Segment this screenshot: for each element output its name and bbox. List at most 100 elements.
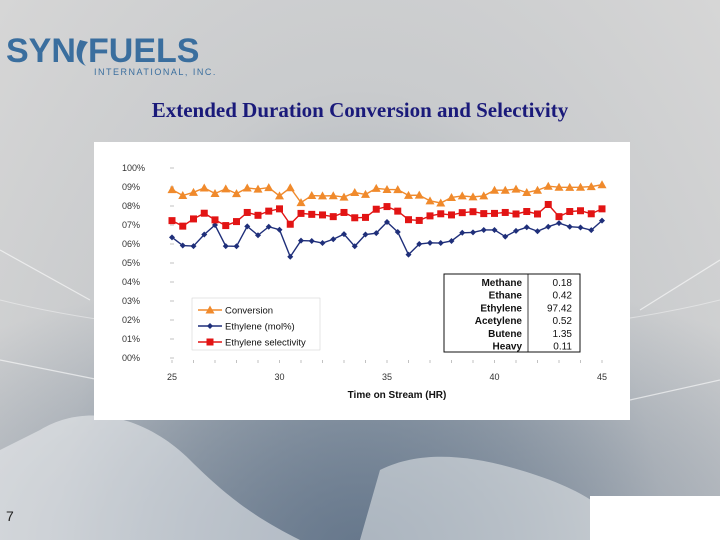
- series-triangle: [167, 180, 607, 207]
- data-point-triangle: [436, 198, 446, 207]
- data-point-diamond: [190, 243, 197, 250]
- data-point-square: [297, 209, 305, 217]
- data-point-square: [200, 209, 208, 217]
- data-point-diamond: [212, 222, 218, 228]
- data-point-triangle: [447, 192, 456, 201]
- data-point-diamond: [588, 227, 595, 234]
- table-cell-name: Ethylene: [480, 303, 522, 314]
- data-point-square: [566, 208, 574, 216]
- y-tick-label: 100%: [122, 163, 145, 173]
- data-point-triangle: [275, 191, 284, 200]
- data-point-square: [437, 210, 445, 218]
- table-frame: [443, 273, 581, 353]
- data-point-diamond: [351, 243, 358, 250]
- x-tick-label: 30: [274, 372, 284, 382]
- table-cell-name: Methane: [481, 278, 522, 289]
- series-diamond: [169, 217, 605, 260]
- data-point-diamond: [437, 240, 444, 247]
- data-point-diamond: [556, 220, 562, 227]
- data-point-square: [329, 213, 337, 221]
- data-point-triangle: [371, 183, 381, 192]
- data-point-triangle: [253, 184, 263, 193]
- data-point-square: [555, 213, 563, 221]
- data-point-diamond: [384, 218, 390, 225]
- data-point-square: [243, 208, 251, 216]
- x-tick-label: 45: [597, 372, 607, 382]
- data-point-diamond: [513, 227, 519, 234]
- data-point-triangle: [232, 189, 241, 198]
- line-chart: 00% 01% 02% 03% 04% 05% 06% 07% 08% 09% 100% 25 30 35…: [122, 163, 607, 401]
- y-tick-label: 04%: [122, 277, 140, 287]
- data-point-diamond: [459, 229, 466, 236]
- data-point-triangle: [264, 183, 274, 192]
- data-point-triangle: [167, 185, 177, 194]
- data-point-triangle: [490, 185, 499, 194]
- data-point-square: [286, 220, 294, 228]
- data-point-triangle: [189, 187, 198, 196]
- data-point-square: [426, 212, 434, 220]
- data-point-triangle: [511, 184, 521, 193]
- data-point-square: [587, 210, 595, 218]
- data-point-diamond: [298, 237, 304, 244]
- data-point-square: [544, 200, 552, 208]
- legend-label: Ethylene selectivity: [225, 338, 306, 349]
- data-point-diamond: [233, 243, 240, 250]
- data-point-square: [480, 210, 488, 218]
- data-point-triangle: [221, 184, 231, 193]
- data-point-diamond: [448, 237, 455, 244]
- data-point-square: [512, 210, 520, 218]
- table-cell-name: Ethane: [489, 291, 523, 302]
- legend: Conversion Ethylene (mol%) Ethylene select…: [191, 297, 321, 351]
- data-point-diamond: [427, 239, 433, 246]
- data-point-square: [415, 216, 423, 224]
- data-point-triangle: [339, 192, 349, 201]
- series-line: [171, 220, 603, 259]
- composition-table: Methane 0.18 Ethane 0.42 Ethylene 97.42 Acetyl…: [443, 273, 581, 353]
- data-point-diamond: [222, 243, 229, 250]
- table-cell-value: 97.42: [547, 303, 572, 314]
- y-tick-label: 05%: [122, 258, 140, 268]
- data-point-diamond: [265, 223, 272, 230]
- data-point-triangle: [468, 192, 478, 201]
- table-cell-value: 0.18: [553, 278, 573, 289]
- data-point-diamond: [341, 231, 347, 238]
- data-point-square: [206, 338, 214, 346]
- data-point-triangle: [328, 191, 338, 200]
- data-point-square: [458, 209, 466, 217]
- data-point-triangle: [479, 191, 489, 200]
- y-tick-label: 01%: [122, 334, 140, 344]
- series-square: [168, 200, 606, 230]
- flame-icon: [76, 40, 88, 66]
- x-tick-label: 40: [489, 372, 499, 382]
- data-point-square: [211, 216, 219, 224]
- y-tick-label: 00%: [122, 353, 140, 363]
- data-point-triangle: [361, 189, 370, 198]
- data-point-square: [501, 208, 509, 216]
- data-point-triangle: [318, 191, 327, 200]
- data-point-diamond: [255, 232, 261, 239]
- data-point-diamond: [416, 241, 423, 247]
- data-point-triangle: [307, 191, 317, 200]
- data-point-diamond: [470, 229, 476, 236]
- data-point-triangle: [586, 182, 596, 191]
- data-point-square: [319, 211, 326, 219]
- y-tick-label: 02%: [122, 315, 140, 325]
- footer-white-block: [590, 496, 720, 540]
- data-point-diamond: [394, 229, 401, 236]
- slide-title: Extended Duration Conversion and Selecti…: [151, 98, 569, 122]
- data-point-triangle: [350, 188, 360, 197]
- data-point-triangle: [522, 188, 532, 197]
- data-point-square: [448, 211, 455, 219]
- data-point-diamond: [373, 230, 380, 237]
- data-point-diamond: [491, 226, 498, 233]
- data-point-diamond: [502, 233, 509, 240]
- table-cell-name: Butene: [488, 329, 522, 340]
- data-point-triangle: [382, 184, 392, 193]
- data-point-square: [491, 209, 498, 217]
- table-cell-value: 0.52: [553, 316, 573, 327]
- data-point-diamond: [405, 251, 412, 258]
- data-point-diamond: [480, 226, 487, 233]
- data-point-square: [179, 222, 187, 230]
- data-point-diamond: [201, 231, 208, 238]
- data-point-diamond: [244, 223, 251, 230]
